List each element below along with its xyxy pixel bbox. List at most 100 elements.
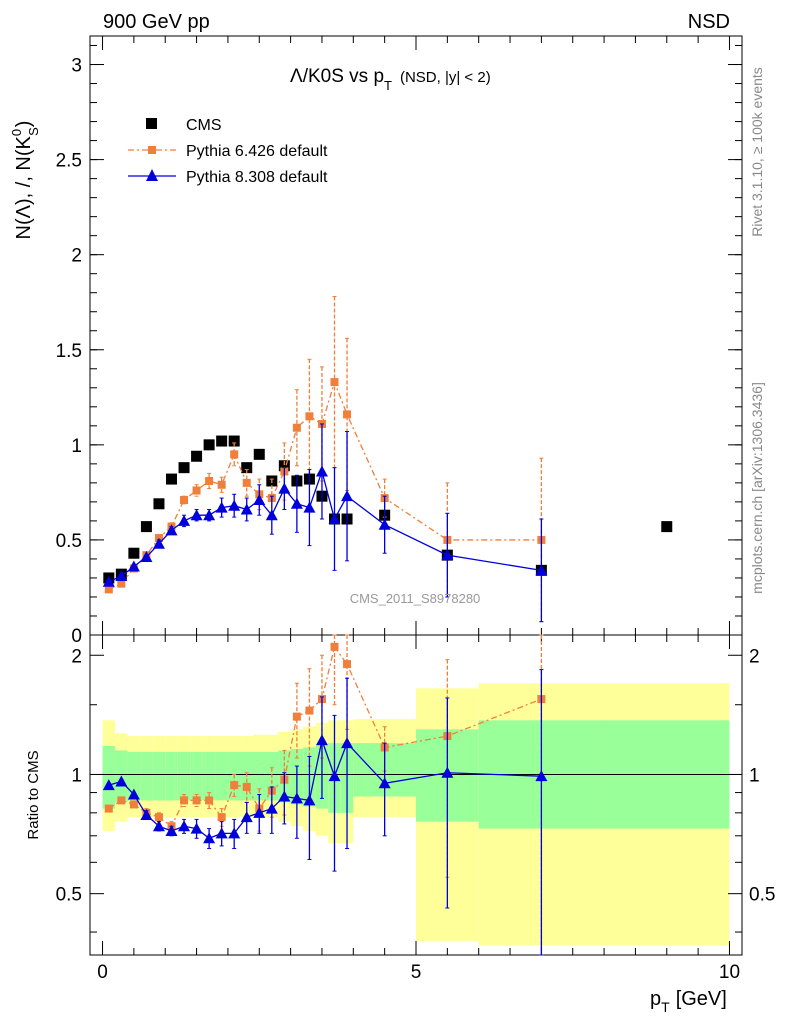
cms-point [178,462,190,474]
legend-label-cms: CMS [186,117,222,134]
pythia8-point [228,499,241,511]
pythia8-point [278,482,291,494]
uncertainty-band-inner [177,751,191,801]
side-label-mcplots: mcplots.cern.ch [arXiv:1306.3436] [749,382,765,594]
pythia8-point [152,537,165,549]
pythia8-point [328,513,341,525]
ratio-panel: 0.5 0.5 1 1 2 2 0 5 10 Ratio to CMS [25,634,775,983]
pythia6-point [242,478,251,487]
legend-marker-p6 [148,146,156,154]
cms-point [661,521,673,533]
pythia6-point [192,486,201,495]
header-left: 900 GeV pp [103,11,210,33]
ratio-pythia8-point [290,792,303,804]
cms-point [191,450,203,462]
uncertainty-band-inner [165,751,178,801]
pythia6-point [205,476,214,485]
ratio-pythia6-point [230,781,239,790]
ratio-pythia8-point [152,820,165,832]
side-label-rivet: Rivet 3.1.10, ≥ 100k events [749,67,765,237]
pythia8-point [203,509,216,521]
pythia8-point [253,493,266,505]
y-tick-label: 3 [71,56,82,77]
ratio-pythia6-point [129,800,138,809]
ratio-pythia8-point [165,824,178,836]
ratio-pythia8-point [178,820,191,832]
ratio-pythia8-point [328,770,341,782]
ratio-pythia6-point [180,796,189,805]
pythia8-point [178,514,191,526]
pythia8-point [341,490,354,502]
pythia8-point [441,549,454,561]
ratio-pythia8-point [190,822,203,834]
ratio-pythia6-point [217,813,226,822]
cms-point [153,498,165,510]
pythia6-point [117,579,126,588]
y-tick-label: 1.5 [56,341,82,362]
ratio-bands [102,683,730,946]
ratio-pythia6-point [154,813,163,822]
cms-point [278,460,290,472]
pythia8-point [115,570,128,582]
pythia6-point [180,495,189,504]
uncertainty-band-inner [253,751,266,801]
uncertainty-band-inner [202,751,216,801]
main-data-points [102,296,673,623]
ratio-pythia6-point [117,796,126,805]
header-right: NSD [688,11,730,33]
ratio-pythia8-point [441,766,454,778]
ratio-pythia6-point [292,712,301,721]
pythia8-point [190,509,203,521]
ratio-pythia6-point [343,660,352,669]
ratio-y-tick-label: 0.5 [56,885,82,906]
ratio-pythia8-point [315,734,328,746]
pythia8-point [127,560,140,572]
ratio-y-tick-label-right: 0.5 [749,885,775,906]
pythia8-point [140,551,153,563]
pythia6-point [305,412,314,421]
ratio-y-tick-label: 1 [71,765,82,786]
pythia8-point [378,518,391,530]
main-x-ticks [102,36,730,635]
pythia8-point [535,564,548,576]
pythia6-point [343,410,352,419]
ratio-pythia8-point [115,775,128,787]
pythia6-point [330,378,339,387]
x-tick-label: 10 [719,962,740,983]
cms-point [166,473,177,485]
pythia8-point [290,497,303,509]
ratio-pythia8-point [140,808,153,820]
y-tick-label: 0 [71,626,82,647]
ratio-pythia6-point [104,804,113,813]
legend-label-p8: Pythia 8.308 default [186,169,328,186]
pythia6-point [230,450,239,459]
ratio-y-tick-label: 2 [71,646,82,667]
uncertainty-band-inner [215,751,228,801]
ratio-pythia8-point [240,811,253,823]
pythia8-point [165,524,178,536]
ratio-pythia8-point [102,779,115,791]
cms-point [203,439,215,451]
cms-point [241,462,253,474]
ratio-pythia6-point [330,642,339,651]
pythia8-point [215,501,228,513]
pythia6-point [104,585,113,594]
legend-marker-cms [146,118,157,129]
legend: CMS Pythia 6.426 default Pythia 8.308 de… [128,117,328,186]
ratio-pythia8-point [228,827,241,839]
ratio-x-ticks: 0 5 10 [97,635,740,983]
y-tick-label: 2.5 [56,151,82,172]
ratio-data-points [102,634,548,956]
pythia8-point [240,503,253,515]
pythia8-point [303,501,316,513]
uncertainty-band-inner [140,751,153,801]
y-axis-label: N(Λ), /, N(K0 S) [9,121,41,240]
pythia8-point [265,509,278,521]
x-tick-label: 5 [411,962,422,983]
ratio-y-ticks: 0.5 0.5 1 1 2 2 [56,646,775,933]
ratio-pythia8-point [278,790,291,802]
ratio-pythia6-point [205,796,214,805]
chart-title: Λ/K0S vs pT (NSD, |y| < 2) [290,66,491,93]
x-tick-label: 0 [97,962,108,983]
